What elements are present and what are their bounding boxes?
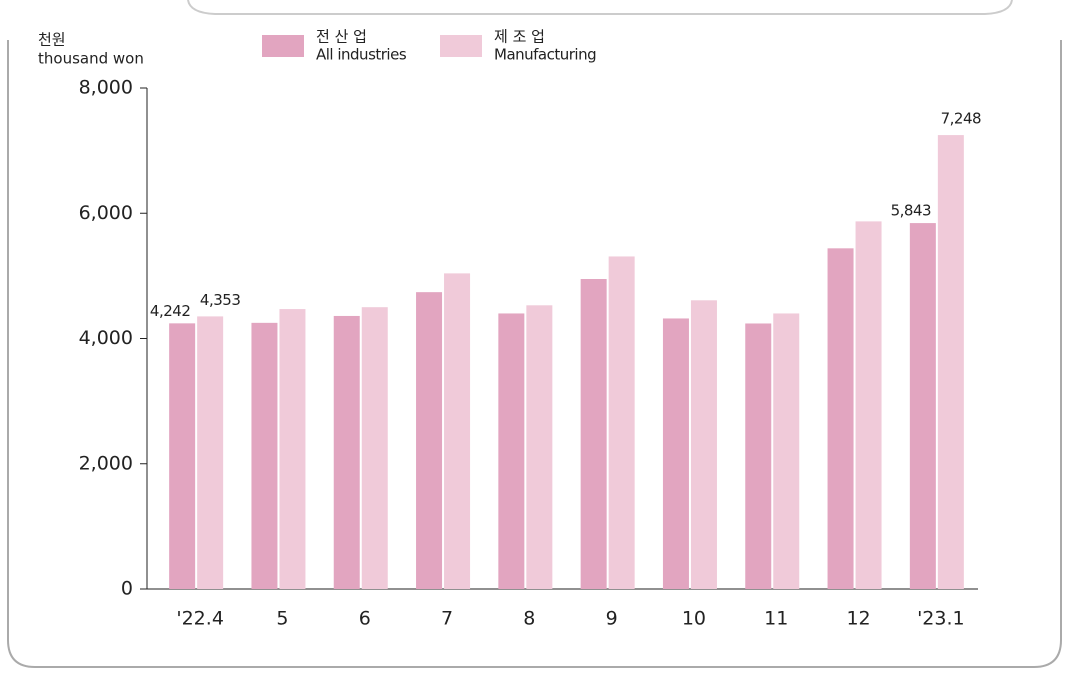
- x-tick-label: 8: [523, 608, 535, 630]
- bar: [909, 223, 936, 589]
- legend-swatch: [262, 35, 304, 57]
- bar: [827, 248, 854, 589]
- legend-label: 제 조 업: [494, 28, 545, 46]
- bar: [526, 305, 553, 589]
- bar: [251, 322, 278, 589]
- bar: [773, 313, 800, 589]
- y-tick-label: 2,000: [79, 452, 133, 474]
- bar: [361, 307, 388, 589]
- data-label: 4,353: [200, 291, 240, 309]
- bar: [416, 292, 443, 589]
- y-axis-label-ko: 천원: [38, 31, 66, 49]
- x-tick-label: 7: [441, 608, 453, 630]
- bar: [855, 221, 882, 590]
- y-tick-label: 6,000: [79, 202, 133, 224]
- x-tick-label: 6: [359, 608, 371, 630]
- x-tick-label: '23.1: [917, 608, 965, 630]
- legend-label-en: Manufacturing: [494, 46, 596, 64]
- bar: [498, 313, 525, 589]
- legend-label-en: All industries: [316, 46, 407, 64]
- legend-swatch: [440, 35, 482, 57]
- bar: [745, 323, 772, 589]
- y-tick-label: 0: [121, 578, 133, 600]
- frame: [7, 40, 1062, 668]
- bar: [169, 323, 196, 589]
- bar: [608, 256, 635, 589]
- y-axis-label: thousand won: [38, 50, 144, 68]
- bar: [444, 273, 471, 589]
- x-tick-label: 9: [606, 608, 618, 630]
- data-label: 7,248: [941, 110, 981, 128]
- bar: [333, 315, 360, 589]
- x-tick-label: 11: [764, 608, 788, 630]
- bar: [662, 318, 689, 589]
- x-tick-label: 12: [846, 608, 870, 630]
- x-tick-label: 5: [276, 608, 288, 630]
- x-tick-label: 10: [682, 608, 706, 630]
- legend-label: 전 산 업: [316, 28, 367, 46]
- x-tick-label: '22.4: [176, 608, 224, 630]
- y-tick-label: 4,000: [79, 327, 133, 349]
- data-label: 5,843: [891, 202, 931, 220]
- y-tick-label: 8,000: [79, 77, 133, 99]
- bar: [937, 135, 964, 589]
- bar: [279, 309, 306, 589]
- bar: [690, 300, 717, 589]
- bar: [197, 316, 224, 589]
- tab: [187, 0, 1013, 15]
- data-label: 4,242: [150, 302, 190, 320]
- bar: [580, 279, 607, 589]
